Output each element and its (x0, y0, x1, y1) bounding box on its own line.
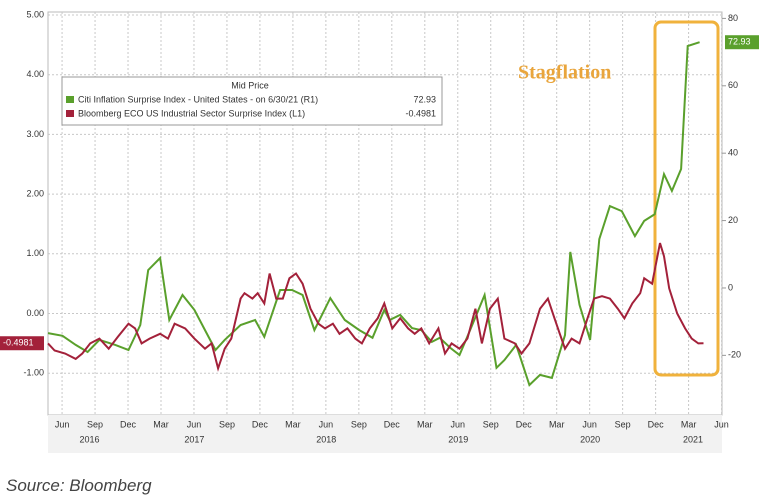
legend-title: Mid Price (231, 80, 269, 90)
legend-box (61, 76, 443, 126)
x-tick-label: Mar (285, 419, 301, 429)
x-year-label: 2020 (580, 434, 600, 444)
series-line (47, 242, 704, 372)
annotation: Stagflation (518, 62, 611, 84)
y-tick-label: 5.00 (26, 9, 44, 19)
y-tick-label: 2.00 (26, 188, 44, 198)
x-year-label: 2021 (683, 434, 703, 444)
x-tick-label: Dec (120, 419, 137, 429)
y2-tick-label: -20 (728, 350, 741, 360)
y-tick-label: 1.00 (26, 248, 44, 258)
y-tick-label: 4.00 (26, 69, 44, 79)
x-tick-label: Mar (549, 419, 565, 429)
y2-tick-label: 0 (728, 282, 733, 292)
legend-swatch (66, 96, 74, 103)
legend-value: -0.4981 (405, 108, 436, 118)
x-tick-label: Jun (55, 419, 70, 429)
x-tick-label: Sep (87, 419, 103, 429)
x-tick-label: Sep (483, 419, 499, 429)
x-year-label: 2016 (80, 434, 100, 444)
x-tick-label: Dec (384, 419, 401, 429)
chart: Stagflation Mid Price Citi Inflation Sur… (0, 9, 759, 453)
x-tick-label: Dec (252, 419, 269, 429)
x-tick-label: Mar (153, 419, 169, 429)
x-tick-label: Sep (219, 419, 235, 429)
highlight-box (653, 20, 720, 377)
y-tick-label: 3.00 (26, 129, 44, 139)
y-tick-label: 0.00 (26, 308, 44, 318)
x-tick-label: Mar (681, 419, 697, 429)
last-value-badge (725, 35, 759, 50)
y2-tick-label: 80 (728, 13, 738, 23)
y2-tick-label: 60 (728, 80, 738, 90)
legend-label: Citi Inflation Surprise Index - United S… (78, 94, 318, 104)
legend-swatch (66, 110, 74, 117)
plot-frame (47, 11, 723, 416)
last-value-label: -0.4981 (3, 338, 34, 348)
y2-tick-label: 20 (728, 215, 738, 225)
y2-tick-label: 40 (728, 148, 738, 158)
y-tick-label: -1.00 (23, 368, 44, 378)
x-tick-label: Jun (582, 419, 597, 429)
x-tick-label: Jun (714, 419, 729, 429)
x-tick-label: Jun (187, 419, 202, 429)
x-tick-label: Jun (451, 419, 466, 429)
page: {"chart_data":{"type":"line","annotation… (0, 9, 759, 495)
x-axis-band (48, 415, 722, 453)
x-year-label: 2019 (448, 434, 468, 444)
x-year-label: 2017 (184, 434, 204, 444)
legend-value: 72.93 (413, 94, 436, 104)
x-tick-label: Dec (516, 419, 533, 429)
x-tick-label: Jun (319, 419, 334, 429)
source: Source: Bloomberg (6, 476, 152, 495)
last-value-label: 72.93 (728, 37, 751, 47)
x-tick-label: Dec (648, 419, 665, 429)
x-tick-label: Mar (417, 419, 433, 429)
x-year-label: 2018 (316, 434, 336, 444)
x-tick-label: Sep (615, 419, 631, 429)
series-line (47, 41, 700, 387)
legend-label: Bloomberg ECO US Industrial Sector Surpr… (78, 108, 305, 118)
x-tick-label: Sep (351, 419, 367, 429)
last-value-badge (0, 336, 44, 351)
